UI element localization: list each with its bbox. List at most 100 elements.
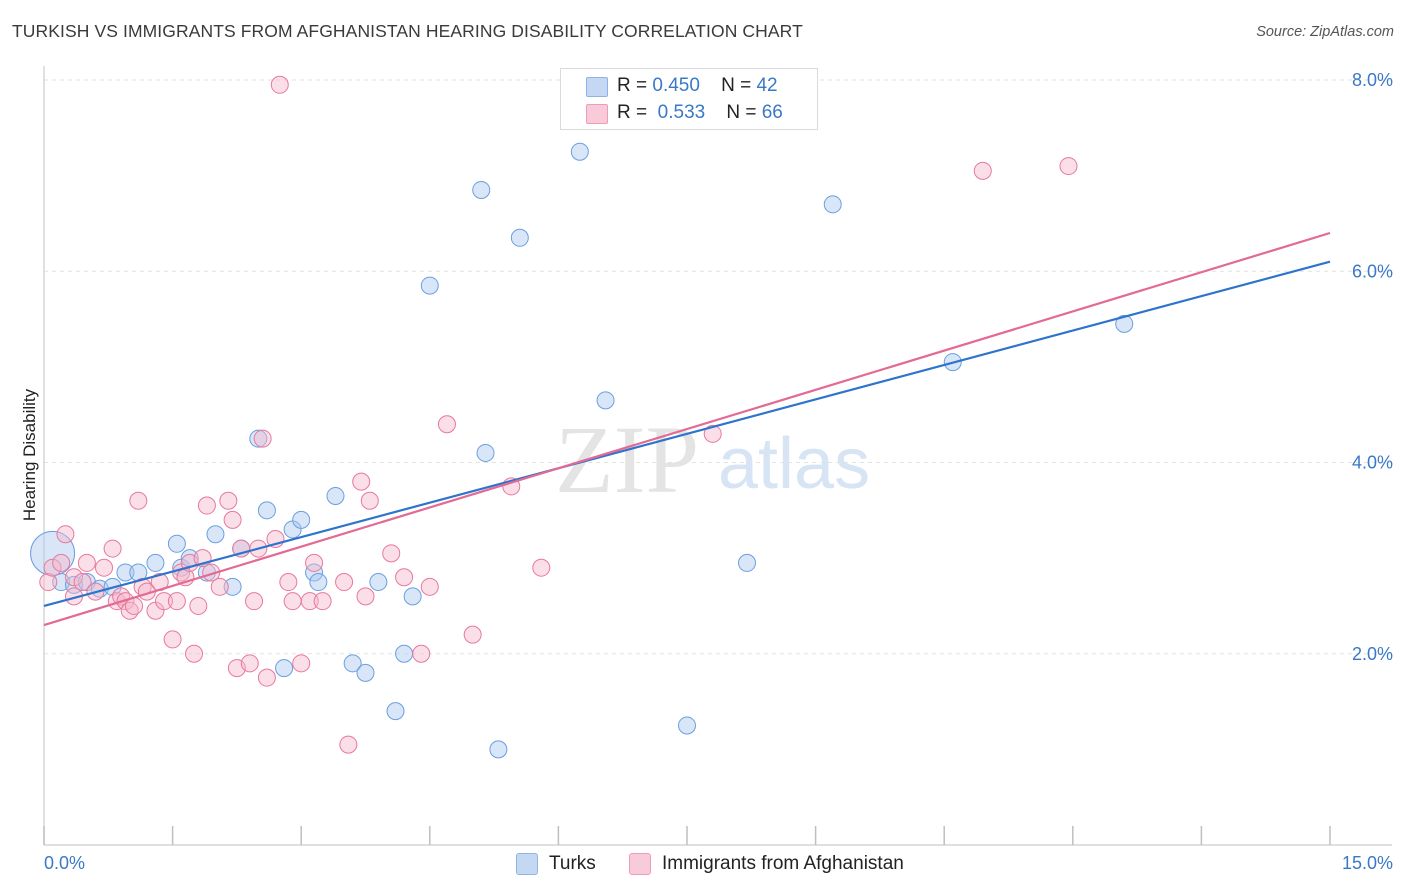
y-tick-label: 2.0% [1352,644,1393,664]
watermark-zip: ZIP [555,406,699,513]
data-point [206,525,225,544]
data-point [326,486,345,505]
data-point [249,429,268,448]
data-point [270,75,289,94]
x-tick-label: 15.0% [1342,853,1393,873]
trend-lines [43,231,1331,627]
axes [43,66,1392,846]
data-point [253,429,272,448]
legend-swatch-afghanistan [586,104,608,124]
data-point [369,573,388,592]
data-point [155,592,174,611]
legend-n-value: 66 [761,102,783,123]
scatter-points [30,75,1134,759]
data-point [292,510,311,529]
data-point [39,573,58,592]
data-point [570,142,589,161]
data-point [463,625,482,644]
y-axis-label: Hearing Disability [20,388,39,522]
data-point [52,553,71,572]
data-point [56,525,75,544]
data-point [412,644,431,663]
data-point [300,592,319,611]
data-point [305,553,324,572]
data-point [1059,157,1078,176]
legend-r-label: R = [617,102,648,123]
data-point [313,592,332,611]
x-tick-label: 0.0% [44,853,85,873]
data-point [360,491,379,510]
data-point [116,563,135,582]
legend-n-label: N = [721,75,752,96]
data-point [219,491,238,510]
data-point [339,735,358,754]
data-point [1115,314,1134,333]
data-point [356,587,375,606]
data-point [283,592,302,611]
data-point [163,630,182,649]
data-point [489,740,508,759]
data-point [240,654,259,673]
data-point [275,659,294,678]
legend-swatch-turks [586,77,608,97]
data-point [77,553,96,572]
data-point [532,558,551,577]
data-point [197,496,216,515]
data-point [356,663,375,682]
data-point [352,472,371,491]
grid-lines [44,79,1392,655]
data-point [309,573,328,592]
data-point [395,644,414,663]
legend-r-label: R = [617,75,648,96]
legend-r-value: 0.450 [652,75,700,96]
data-point [395,568,414,587]
data-point [386,702,405,721]
data-point [257,668,276,687]
legend-r-value: 0.533 [657,102,706,123]
data-point [43,558,62,577]
data-point [403,587,422,606]
data-point [738,553,757,572]
bottom-legend-swatch-turks [516,853,538,875]
data-point [420,276,439,295]
trend-line [43,260,1331,608]
source-label: Source: ZipAtlas.com [1256,24,1394,40]
legend-n-label: N = [726,102,757,123]
data-point [167,592,186,611]
data-point [257,501,276,520]
data-point [210,577,229,596]
data-point [335,573,354,592]
y-tick-label: 4.0% [1352,453,1393,473]
data-point [65,568,84,587]
data-point [189,596,208,615]
chart-title: TURKISH VS IMMIGRANTS FROM AFGHANISTAN H… [12,21,803,41]
data-point [129,491,148,510]
data-point [596,391,615,410]
watermark-atlas: atlas [718,424,870,504]
y-tick-label: 8.0% [1352,70,1393,90]
data-point [472,180,491,199]
bottom-legend-label: Turks [549,853,596,874]
bottom-legend-label: Immigrants from Afghanistan [662,853,904,874]
data-point [95,558,114,577]
bottom-legend-swatch-afghanistan [629,853,651,875]
tick-labels: 2.0% 4.0% 6.0% 8.0% 0.0% 15.0% [44,70,1393,873]
correlation-legend: R = 0.450 N = 42 R = 0.533 N = 66 [560,68,818,130]
data-point [73,573,92,592]
data-point [292,654,311,673]
data-point [510,228,529,247]
data-point [223,510,242,529]
data-point [382,544,401,563]
data-point [185,644,204,663]
data-point [146,553,165,572]
data-point [678,716,696,735]
trend-line [43,231,1331,627]
data-point [703,424,722,443]
data-point [305,563,324,582]
watermark: ZIP atlas [555,406,870,513]
data-point [973,161,992,180]
y-tick-label: 6.0% [1352,261,1393,281]
data-point [437,415,456,434]
data-point [279,573,298,592]
